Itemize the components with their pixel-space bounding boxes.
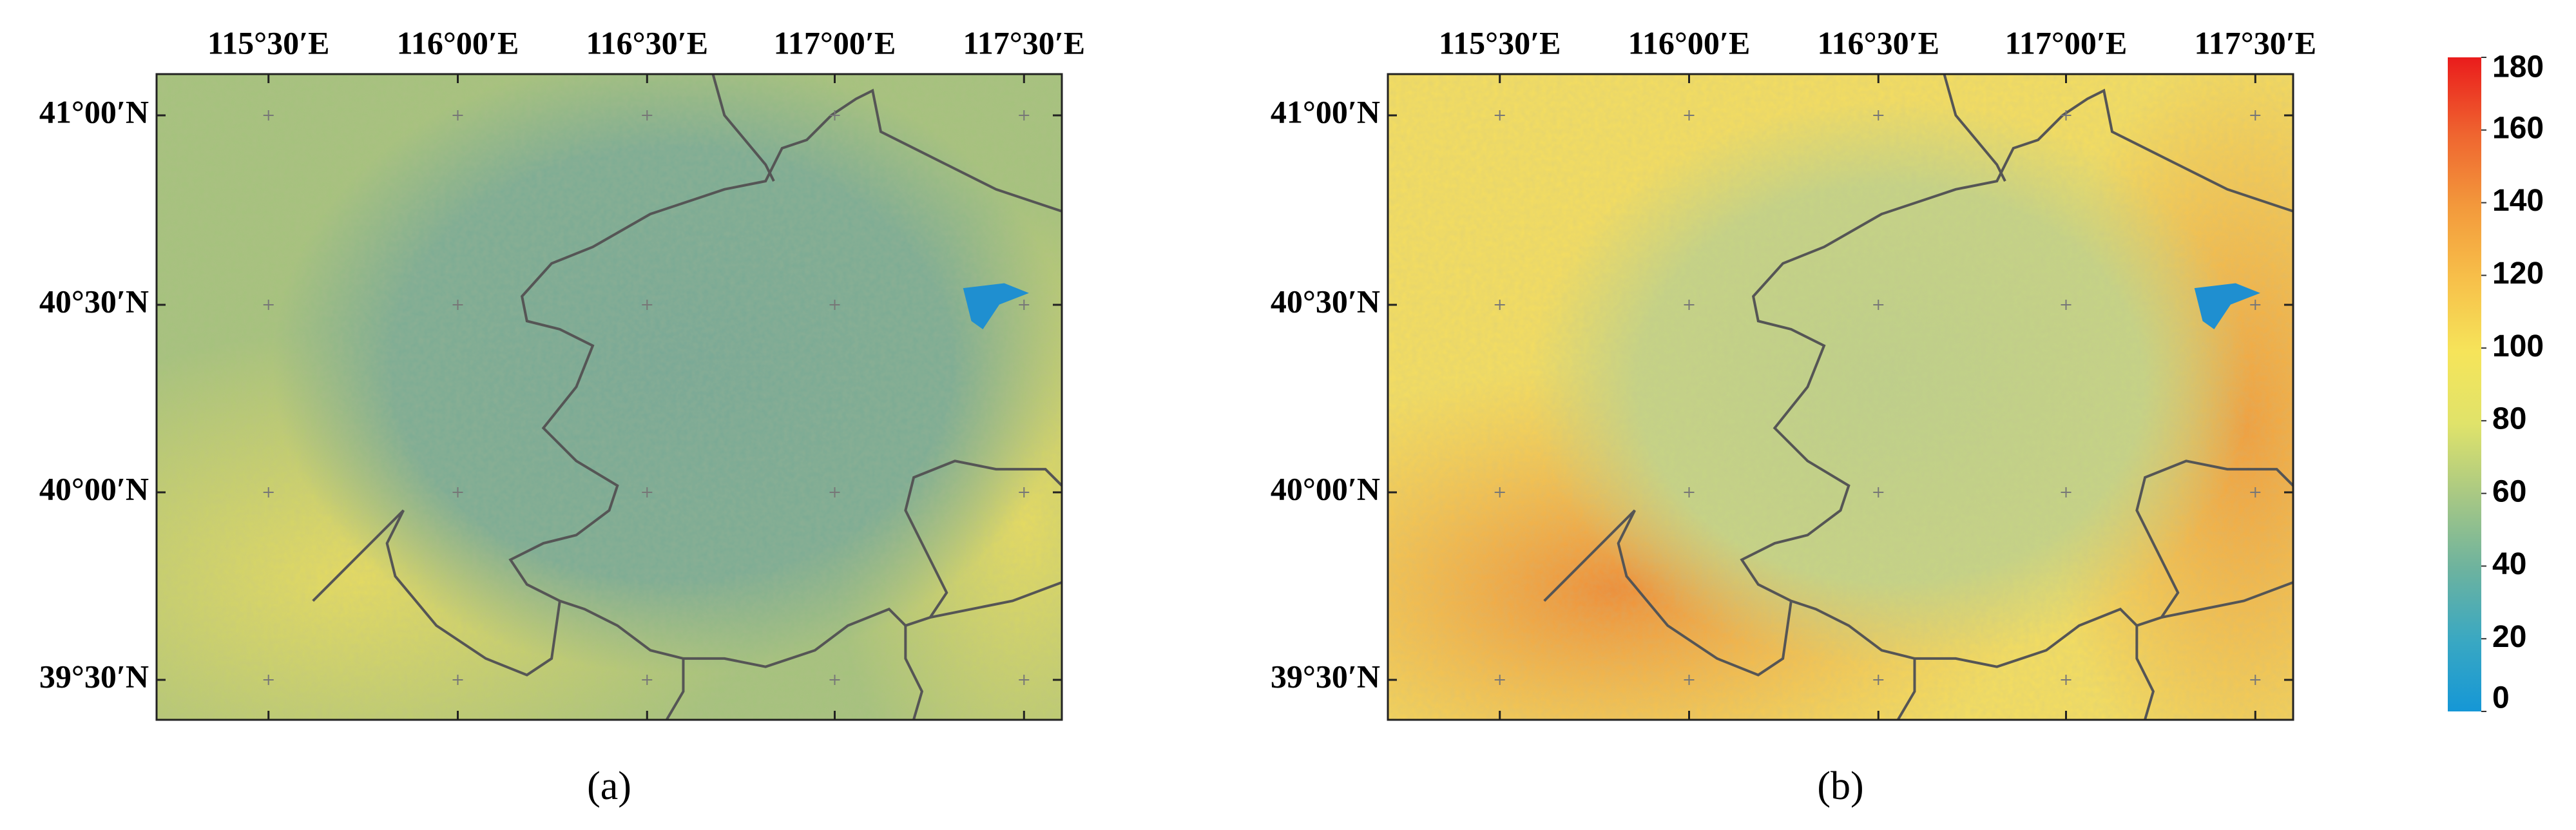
colorbar-label: 20: [2492, 620, 2526, 654]
lon-label: 117°30′E: [963, 24, 1085, 61]
colorbar-label: 160: [2492, 111, 2544, 145]
colorbar-label: 180: [2492, 50, 2544, 84]
map-frame: [1387, 73, 2294, 721]
colorbar-label: 0: [2492, 681, 2510, 715]
boundary: [312, 509, 561, 677]
lon-label: 117°00′E: [2005, 24, 2128, 61]
raster-noise: [1388, 74, 2293, 720]
lon-label: 116°30′E: [586, 24, 708, 61]
lon-label: 116°00′E: [397, 24, 519, 61]
water: [2395, 468, 2449, 494]
boundary: [666, 658, 685, 720]
panels: 115°30′E 116°00′E 116°30′E 117°00′E 117°30′E…: [39, 24, 2450, 808]
lon-label: 115°30′E: [207, 24, 330, 61]
map-panel: 115°30′E 116°00′E 116°30′E 117°00′E 117°30′E…: [1271, 24, 2450, 808]
boundary: [2302, 478, 2450, 609]
boundary: [1740, 88, 2293, 668]
lat-label: 40°00′N: [1271, 470, 1380, 507]
colorbar: [2448, 57, 2481, 711]
water: [963, 283, 1029, 329]
raster-noise: [157, 74, 1062, 720]
boundary: [2343, 280, 2450, 329]
lat-label: 41°00′N: [39, 93, 149, 130]
colorbar-label: 60: [2492, 474, 2526, 508]
boundary: [1111, 280, 1218, 329]
boundary: [904, 625, 924, 720]
boundary: [2161, 581, 2293, 619]
boundary: [2135, 625, 2155, 720]
map-panel: 115°30′E 116°00′E 116°30′E 117°00′E 117°30′E…: [39, 24, 1218, 808]
colorbar-label: 80: [2492, 402, 2526, 436]
colorbar-label: 100: [2492, 329, 2544, 363]
water: [2194, 283, 2260, 329]
boundary: [1897, 658, 1916, 720]
lat-label: 40°00′N: [39, 470, 149, 507]
colorbar-label: 40: [2492, 547, 2526, 581]
water: [1164, 468, 1218, 494]
lon-label: 116°00′E: [1628, 24, 1751, 61]
boundary: [711, 74, 775, 182]
lat-label: 40°30′N: [1271, 283, 1380, 319]
map-frame: [155, 73, 1063, 721]
lon-label: 116°30′E: [1817, 24, 1939, 61]
boundary: [930, 581, 1062, 619]
boundary: [1943, 74, 2006, 182]
boundary: [508, 88, 1062, 668]
boundary: [1543, 509, 1793, 677]
colorbar-label: 120: [2492, 256, 2544, 291]
lat-label: 41°00′N: [1271, 93, 1380, 130]
panel-label: (b): [1817, 764, 1863, 808]
raster: [1388, 74, 2450, 720]
lat-label: 39°30′N: [1271, 658, 1380, 694]
panel-label: (a): [587, 764, 631, 808]
boundary: [1070, 478, 1218, 609]
lat-label: 39°30′N: [39, 658, 149, 694]
colorbar-label: 140: [2492, 184, 2544, 218]
raster: [157, 74, 1218, 720]
lat-label: 40°30′N: [39, 283, 149, 319]
lon-label: 115°30′E: [1439, 24, 1561, 61]
lon-label: 117°00′E: [774, 24, 896, 61]
colorbar-ticks: 0 20 40 60 80 100 120 140 160 180: [2481, 50, 2544, 715]
lon-label: 117°30′E: [2194, 24, 2316, 61]
